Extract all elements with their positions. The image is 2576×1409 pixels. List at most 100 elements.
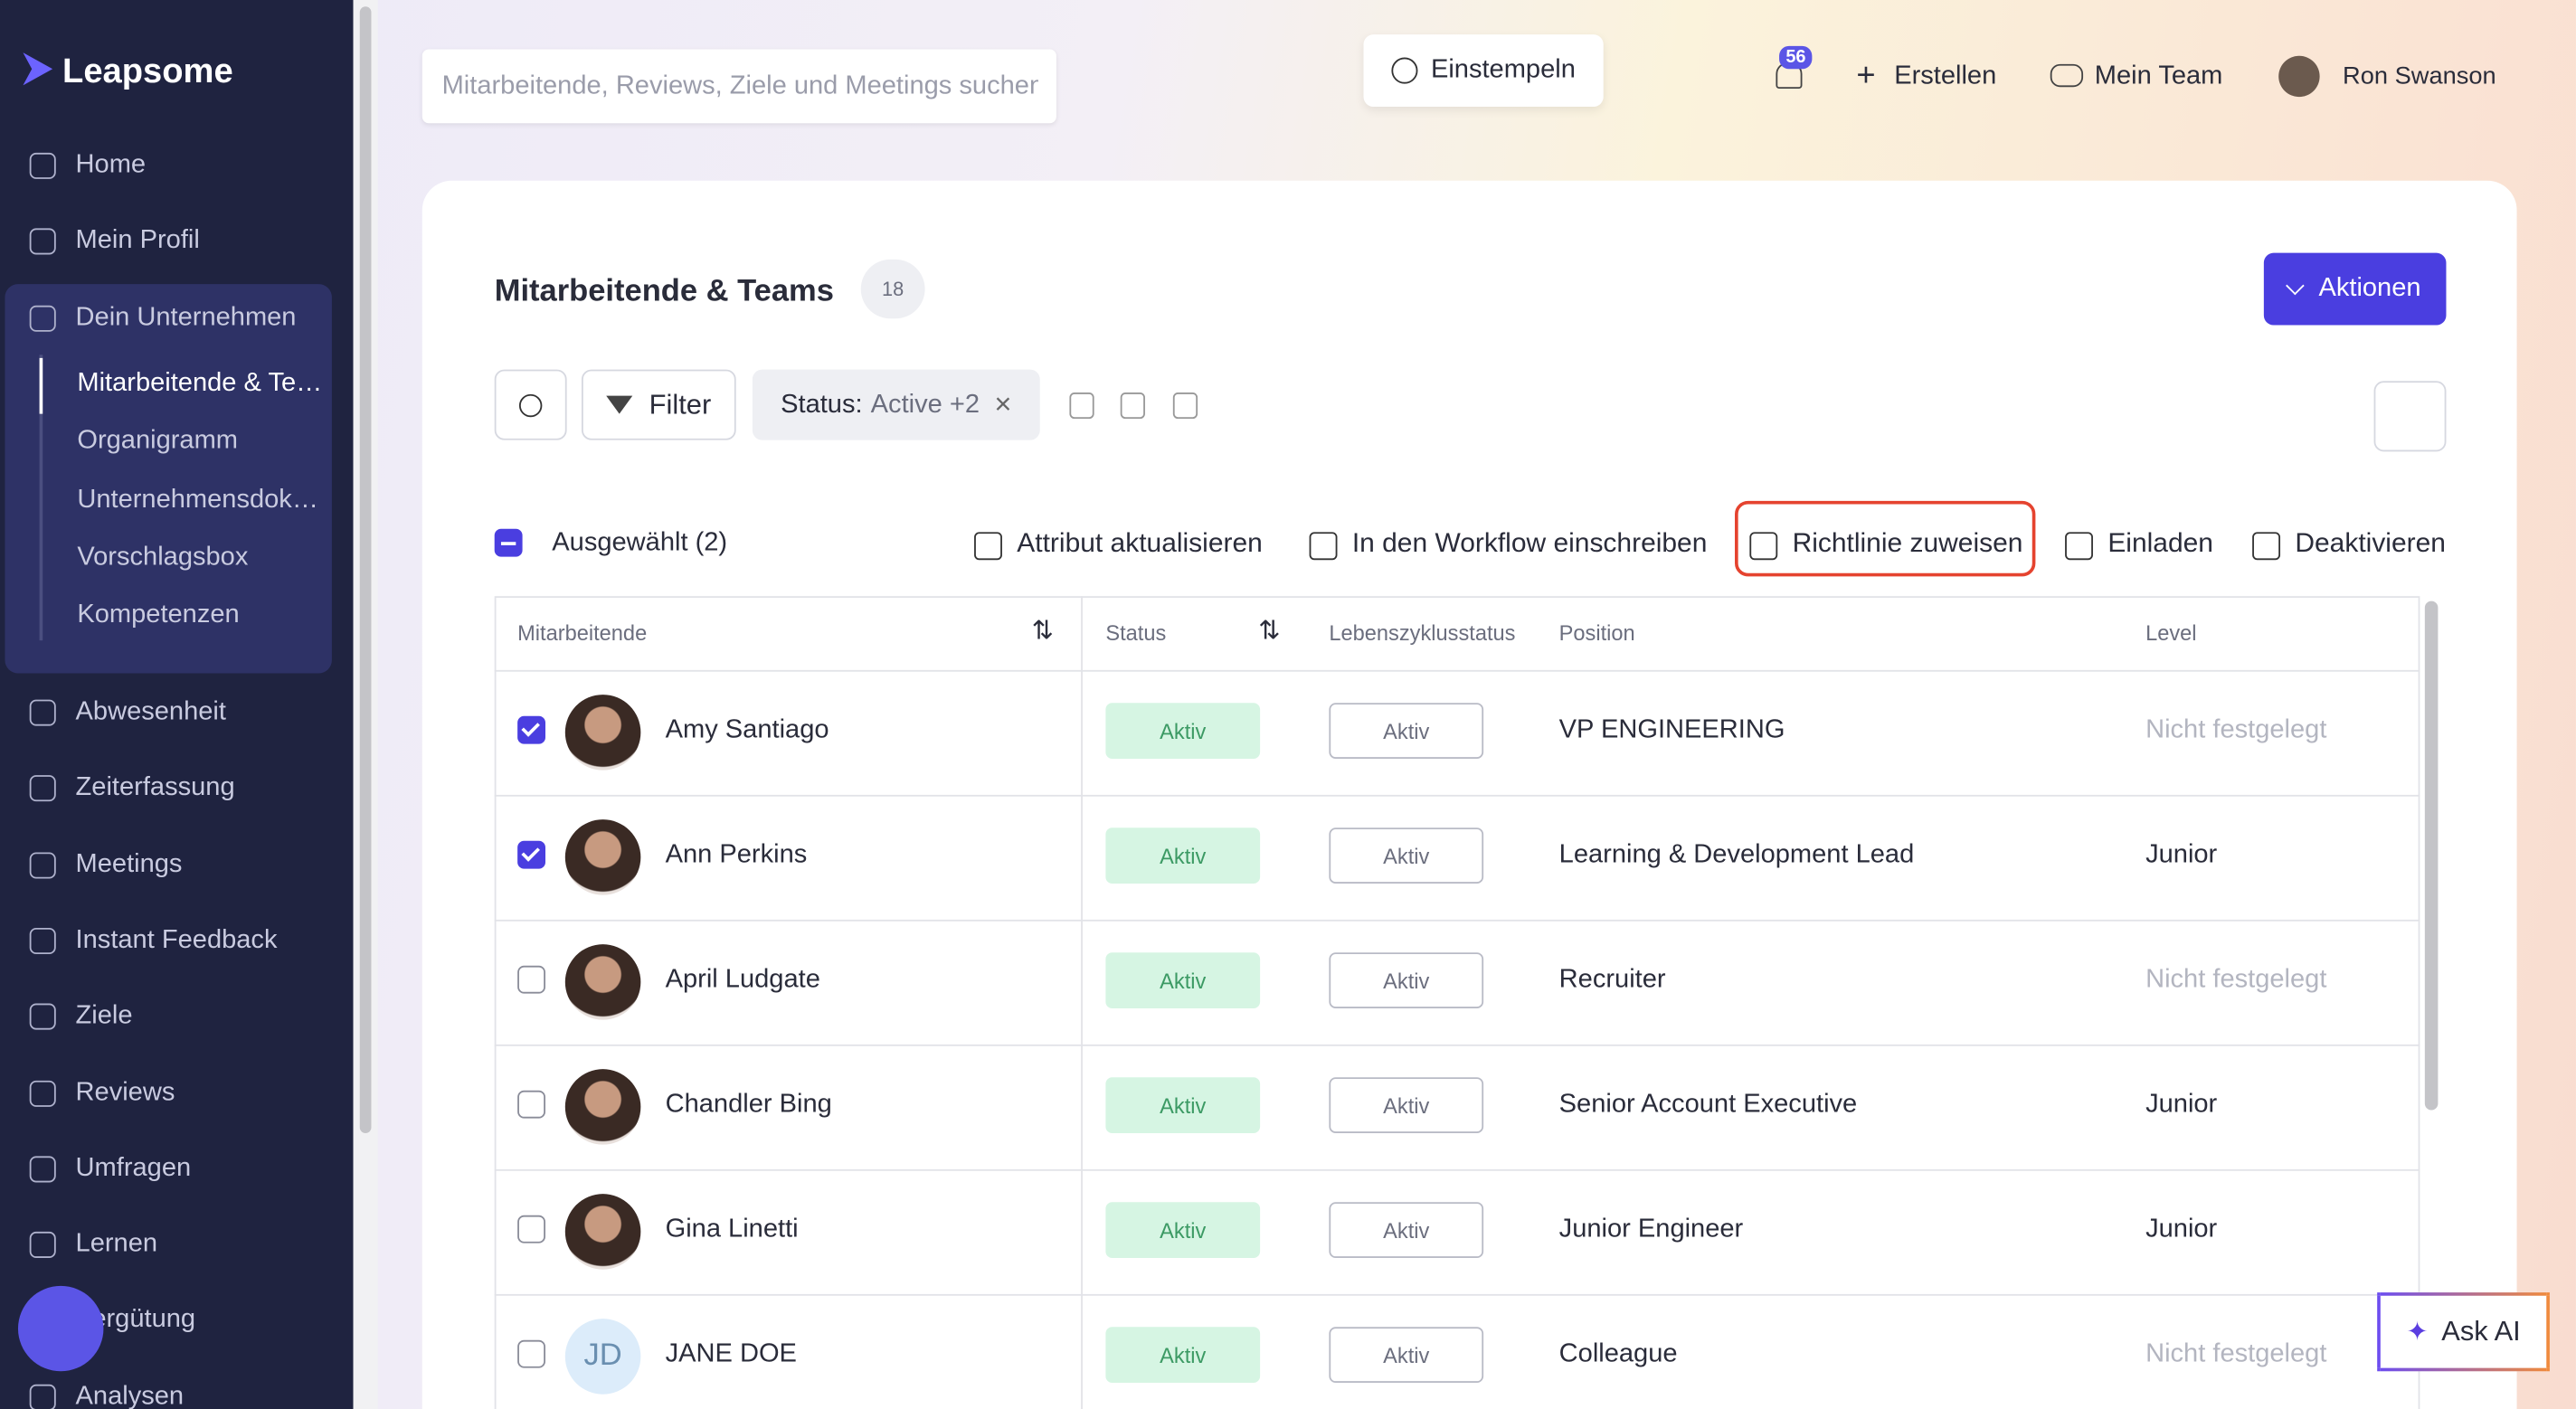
actions-button[interactable]: Aktionen [2263,252,2447,326]
nav-item[interactable]: Umfragen [29,1154,191,1184]
row-checkbox[interactable] [517,840,546,869]
column-divider [1081,596,1083,1409]
brand: Leapsome [62,52,233,90]
nav-subitem[interactable]: Mitarbeitende & Teams [77,369,332,398]
nav-icon [29,228,56,255]
nav-group-line [39,355,43,641]
filter-tool-icon[interactable] [1069,392,1094,420]
nav-subitem[interactable]: Vorschlagsbox [77,543,249,572]
status-pill: Aktiv [1105,827,1261,884]
row-checkbox[interactable] [517,1090,546,1119]
filter-tool-icon[interactable] [1120,392,1145,420]
nav-label: Abwesenheit [75,697,226,726]
nav-item[interactable]: Instant Feedback [29,925,278,956]
nav-subitem[interactable]: Unternehmensdokumente [77,485,332,514]
clock-in-button[interactable]: Einstempeln [1363,34,1604,108]
count-badge: 18 [860,259,925,319]
row-checkbox[interactable] [517,1215,546,1244]
status-pill: Aktiv [1105,1202,1261,1258]
employee-name[interactable]: April Ludgate [665,965,820,994]
user-menu[interactable]: Ron Swanson [2343,62,2496,90]
employee-name[interactable]: Gina Linetti [665,1215,799,1244]
nav-item[interactable]: Home [29,151,147,181]
create-button[interactable]: Erstellen [1894,62,1997,90]
column-header[interactable]: Mitarbeitende [517,620,648,646]
employee-name[interactable]: JANE DOE [665,1339,797,1368]
nav-label: Dein Unternehmen [75,303,297,332]
nav-item[interactable]: Mein Profil [29,226,200,257]
position: VP ENGINEERING [1558,715,1785,744]
position: Colleague [1558,1339,1678,1368]
bulk-action[interactable]: Einladen [2107,528,2213,559]
search-button[interactable] [494,369,567,440]
filter-label: Filter [649,388,712,420]
filter-icon [606,395,633,414]
level: Junior [2145,840,2218,869]
nav-icon [29,1156,56,1183]
status-filter-chip[interactable]: Status: Active +2 × [752,369,1040,440]
row-checkbox[interactable] [517,965,546,994]
employee-name[interactable]: Amy Santiago [665,715,829,744]
employee-name[interactable]: Ann Perkins [665,840,808,869]
row-checkbox[interactable] [517,715,546,744]
nav-item[interactable]: Ziele [29,1002,133,1032]
bulk-action[interactable]: Attribut aktualisieren [1017,528,1263,559]
status-filter-label: Status: [781,390,863,419]
row-checkbox[interactable] [517,1339,546,1368]
search-input[interactable]: Mitarbeitende, Reviews, Ziele und Meetin… [421,49,1056,124]
selected-count: Ausgewählt (2) [552,528,728,557]
status-pill: Aktiv [1105,1077,1261,1133]
chat-launcher[interactable] [17,1285,104,1372]
nav-label: Instant Feedback [75,925,278,954]
nav-item[interactable]: Reviews [29,1078,175,1108]
nav-label: Mein Profil [75,226,200,255]
ask-ai-button[interactable]: ✦ Ask AI [2377,1292,2550,1372]
lifecycle-pill: Aktiv [1329,827,1484,884]
plus-icon: + [1856,57,1876,94]
my-team-button[interactable]: Mein Team [2094,62,2223,90]
clock-icon [1391,57,1418,84]
notification-badge: 56 [1779,45,1813,70]
nav-icon [29,1232,56,1259]
bulk-action[interactable]: In den Workflow einschreiben [1351,528,1708,559]
nav-subitem[interactable]: Kompetenzen [77,600,240,629]
column-header[interactable]: Status [1105,620,1167,646]
avatar [564,819,641,895]
avatar [564,695,641,771]
nav-icon [29,851,56,878]
bulk-action[interactable]: Deaktivieren [2295,528,2446,559]
nav-icon [29,927,56,954]
row-divider [494,919,2420,922]
avatar: JD [564,1319,641,1395]
nav-item[interactable]: Analysen [29,1382,184,1409]
user-avatar [2278,55,2320,98]
bulk-action-icon [2065,532,2093,561]
nav-item[interactable]: Dein Unternehmen [29,303,297,334]
filter-button[interactable]: Filter [581,369,736,440]
level: Nicht festgelegt [2145,965,2327,994]
nav-item[interactable]: Zeiterfassung [29,774,235,804]
settings-button[interactable] [2373,381,2447,452]
status-pill: Aktiv [1105,952,1261,1008]
nav-item[interactable]: Meetings [29,850,182,880]
nav-subitem[interactable]: Organigramm [77,427,239,456]
sort-icon[interactable]: ⇅ [1031,617,1054,646]
remove-filter[interactable]: × [994,387,1012,421]
sort-icon[interactable]: ⇅ [1258,617,1281,646]
avatar [564,1194,641,1270]
nav-item[interactable]: Lernen [29,1230,157,1260]
page-title: Mitarbeitende & Teams [494,274,834,309]
status-pill: Aktiv [1105,703,1261,759]
nav-label: Home [75,151,147,179]
row-divider [494,1044,2420,1046]
lifecycle-pill: Aktiv [1329,1327,1484,1383]
bulk-action[interactable]: Richtlinie zuweisen [1792,528,2023,559]
row-divider [494,1168,2420,1171]
position: Senior Account Executive [1558,1090,1858,1119]
scrollbar-thumb [359,6,372,1133]
level: Junior [2145,1215,2218,1244]
employee-name[interactable]: Chandler Bing [665,1090,832,1119]
filter-tool-icon[interactable] [1172,392,1198,420]
nav-item[interactable]: Abwesenheit [29,697,226,728]
